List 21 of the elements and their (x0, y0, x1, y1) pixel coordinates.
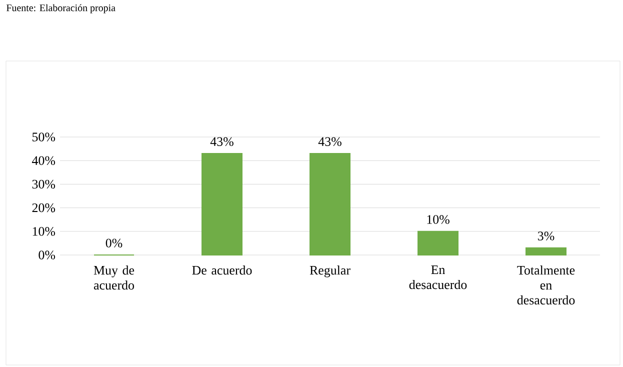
x-tick-label: Muy de acuerdo (94, 266, 134, 290)
bar (310, 153, 351, 256)
y-tick-label: 30% (32, 180, 56, 189)
source-note: Fuente: Elaboración propia (6, 4, 116, 14)
bar (202, 153, 243, 256)
y-tick-label: 0% (38, 250, 56, 260)
data-label: 43% (210, 137, 234, 146)
y-tick-label: 50% (32, 132, 56, 142)
y-tick-label: 10% (32, 227, 56, 236)
x-tick-label: Totalmente en desacuerdo (517, 266, 575, 305)
data-label: 10% (427, 215, 450, 224)
bar (418, 230, 459, 256)
x-tick-label: En desacuerdo (409, 266, 467, 290)
x-tick-label: De acuerdo (192, 266, 252, 275)
bar (526, 247, 567, 256)
data-label: 43% (318, 137, 342, 146)
x-tick-label: Regular (310, 266, 350, 278)
y-tick-label: 20% (32, 203, 56, 212)
data-label: 3% (538, 232, 554, 240)
y-tick-label: 40% (32, 156, 56, 165)
data-label: 0% (106, 238, 122, 248)
